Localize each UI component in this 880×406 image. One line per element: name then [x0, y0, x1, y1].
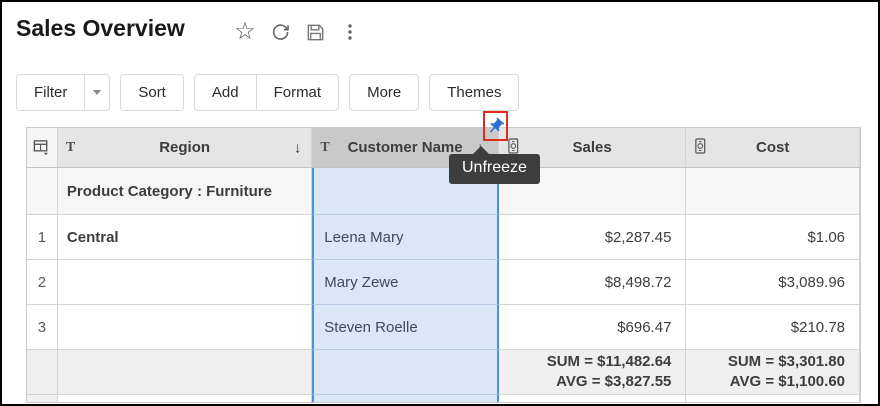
freeze-pin-annotation-box [483, 111, 508, 141]
data-table: T Region ↓ T Customer Name ↓ Sal [26, 127, 861, 403]
currency-type-icon [694, 137, 707, 158]
add-format-button-group: Add Format [193, 74, 340, 111]
filter-button[interactable]: Filter [16, 74, 111, 111]
table-header-row: T Region ↓ T Customer Name ↓ Sal [27, 128, 860, 168]
row-number[interactable]: 1 [27, 215, 58, 260]
sales-avg: AVG = $3,827.55 [556, 373, 672, 390]
region-cell[interactable] [57, 260, 313, 305]
customer-cell[interactable]: Mary Zewe [312, 260, 499, 305]
cost-summary-cell: SUM = $3,301.80 AVG = $1,100.60 [686, 350, 860, 395]
format-button[interactable]: Format [255, 75, 339, 110]
sort-button[interactable]: Sort [120, 74, 184, 111]
filter-button-label[interactable]: Filter [34, 84, 68, 101]
table-row: 3 Steven Roelle $696.47 $210.78 [27, 305, 861, 350]
cost-cell[interactable]: $1.06 [686, 215, 861, 260]
text-type-icon: T [320, 139, 330, 155]
summary-row: SUM = $11,482.64 AVG = $3,827.55 SUM = $… [27, 350, 860, 395]
page-title: Sales Overview [16, 15, 185, 41]
sales-cell[interactable]: $696.47 [498, 305, 687, 350]
column-header-sales[interactable]: Sales [498, 128, 687, 168]
cost-avg: AVG = $1,100.60 [729, 373, 845, 390]
region-cell[interactable]: Central [57, 215, 313, 260]
group-header-row: Product Category : Furniture [27, 168, 860, 215]
unfreeze-tooltip: Unfreeze [449, 146, 540, 184]
group-header-label: Product Category : Furniture [57, 168, 313, 215]
region-cell[interactable] [57, 305, 313, 350]
kebab-menu-icon[interactable] [339, 21, 361, 43]
cost-sum: SUM = $3,301.80 [727, 353, 845, 370]
table-row: 1 Central Leena Mary $2,287.45 $1.06 [27, 215, 861, 260]
favorite-star-icon[interactable]: ☆ [234, 18, 256, 45]
add-button[interactable]: Add [211, 84, 239, 101]
chevron-down-icon [93, 90, 102, 95]
partial-row-strip [27, 395, 860, 402]
filter-dropdown-toggle[interactable] [84, 75, 109, 110]
cost-cell[interactable]: $210.78 [686, 305, 861, 350]
text-type-icon: T [65, 139, 76, 155]
row-number[interactable]: 3 [27, 305, 58, 350]
sales-cell[interactable]: $8,498.72 [498, 260, 687, 305]
sales-cell[interactable]: $2,287.45 [498, 215, 687, 260]
customer-cell[interactable]: Leena Mary [312, 215, 499, 260]
frozen-column-cell [312, 350, 499, 395]
freeze-pin-icon[interactable] [482, 113, 509, 140]
sales-summary-cell: SUM = $11,482.64 AVG = $3,827.55 [498, 350, 687, 395]
unfreeze-tooltip-text: Unfreeze [462, 159, 527, 176]
currency-type-icon [507, 137, 520, 158]
column-header-cost[interactable]: Cost [686, 128, 860, 168]
customer-cell[interactable]: Steven Roelle [312, 305, 499, 350]
toolbar: Filter Sort Add Format More Themes [16, 74, 520, 111]
column-selector-header[interactable] [27, 128, 58, 168]
more-button[interactable]: More [349, 74, 420, 111]
table-select-icon [34, 140, 49, 156]
save-icon[interactable] [304, 21, 326, 43]
sales-sum: SUM = $11,482.64 [546, 353, 672, 370]
table-row: 2 Mary Zewe $8,498.72 $3,089.96 [27, 260, 861, 305]
refresh-icon[interactable] [269, 21, 291, 43]
row-number[interactable]: 2 [27, 260, 58, 305]
themes-button[interactable]: Themes [429, 74, 520, 111]
cost-cell[interactable]: $3,089.96 [686, 260, 861, 305]
sort-desc-icon[interactable]: ↓ [293, 139, 302, 156]
column-header-region[interactable]: T Region ↓ [57, 128, 313, 168]
